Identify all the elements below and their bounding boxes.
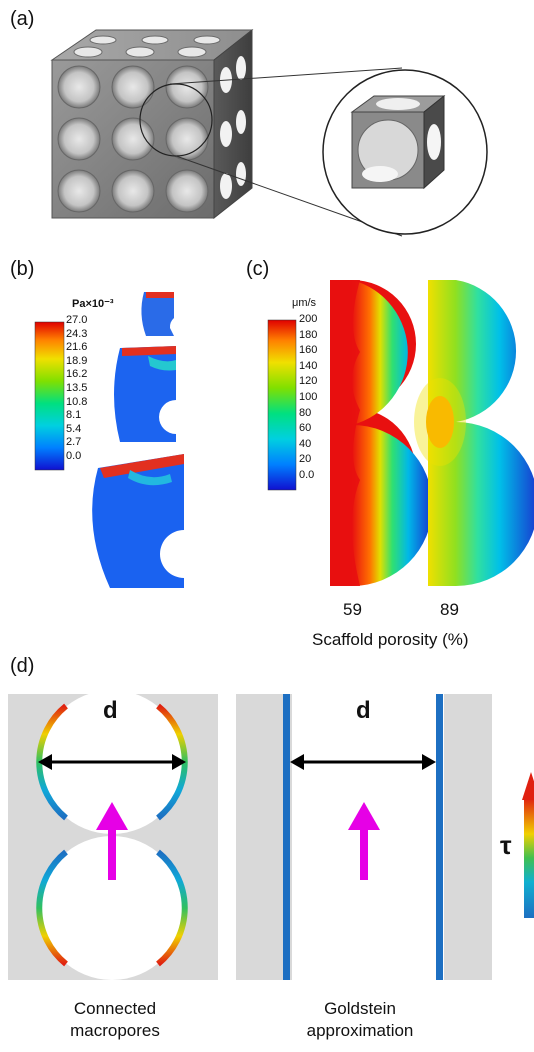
left-wall: [283, 694, 290, 980]
velocity-tick-2: 160: [299, 344, 318, 357]
tau-scale-arrow: [524, 798, 534, 918]
left-caption: Connected macropores: [30, 998, 200, 1042]
flow-schematic: [8, 690, 534, 980]
panel-label-c: (c): [246, 258, 270, 280]
left-caption-line2: macropores: [70, 1021, 160, 1040]
right-diameter-symbol: d: [356, 697, 371, 724]
shear-tick-10: 0.0: [66, 450, 82, 462]
porosity-59-label: 59: [343, 600, 362, 619]
porosity-axis-label: Scaffold porosity (%): [312, 630, 469, 649]
panel-label-a: (a): [10, 8, 35, 30]
shear-tick-0: 27.0: [66, 314, 88, 326]
left-caption-line1: Connected: [73, 999, 157, 1018]
shear-tick-5: 13.5: [66, 382, 88, 394]
velocity-tick-5: 100: [299, 391, 318, 403]
velocity-tick-8: 40: [299, 437, 312, 450]
velocity-tick-9: 20: [299, 453, 312, 466]
right-wall: [436, 694, 443, 980]
velocity-tick-0: 200: [299, 313, 318, 325]
shear-tick-9: 2.7: [66, 436, 82, 449]
velocity-tick-10: 0.0: [299, 469, 315, 481]
tau-symbol: τ: [500, 830, 512, 860]
right-caption-line2: approximation: [306, 1021, 414, 1040]
velocity-tick-7: 60: [299, 422, 312, 435]
shear-tick-2: 21.6: [66, 341, 88, 354]
shear-tick-3: 18.9: [66, 354, 88, 367]
velocity-contour: [267, 280, 534, 586]
shear-tick-7: 8.1: [66, 409, 82, 422]
panel-label-d: (d): [10, 655, 35, 677]
velocity-tick-3: 140: [299, 359, 318, 372]
shear-tick-6: 10.8: [66, 395, 88, 408]
left-diameter-symbol: d: [103, 697, 118, 724]
shear-color-bar: [34, 321, 65, 471]
velocity-tick-1: 180: [299, 328, 318, 341]
shear-tick-1: 24.3: [66, 327, 88, 340]
velocity-tick-6: 80: [299, 406, 312, 419]
panel-label-b: (b): [10, 258, 35, 280]
scaffold-cube-illustration: [50, 28, 488, 237]
shear-tick-4: 16.2: [66, 368, 88, 381]
shear-tick-8: 5.4: [66, 422, 82, 435]
velocity-color-bar: [267, 319, 297, 491]
right-caption: Goldstein approximation: [275, 998, 445, 1042]
right-caption-line1: Goldstein: [324, 999, 396, 1018]
shear-stress-contour: [34, 292, 184, 588]
velocity-tick-4: 120: [299, 375, 318, 388]
shear-unit-label: Pa×10⁻³: [72, 298, 114, 310]
velocity-unit-label: μm/s: [292, 297, 317, 309]
porosity-89-label: 89: [440, 600, 459, 619]
